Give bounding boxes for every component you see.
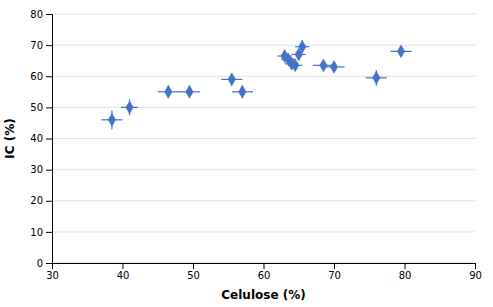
tick-mark (264, 263, 265, 269)
tick-mark (46, 139, 52, 140)
y-axis: 0 10 20 30 40 50 60 70 80 (30, 9, 52, 269)
tick-mark (405, 263, 406, 269)
tick-label: 20 (30, 195, 43, 206)
tick: 40 (117, 263, 130, 281)
tick: 10 (30, 227, 52, 238)
point (397, 45, 404, 58)
tick: 50 (187, 263, 200, 281)
y-axis-title: IC (%) (3, 118, 17, 158)
tick: 90 (469, 263, 482, 281)
tick-label: 10 (30, 227, 43, 238)
grid-line (52, 169, 475, 170)
grid-line (52, 14, 475, 15)
tick-label: 70 (328, 270, 341, 281)
tick-mark (123, 263, 124, 269)
tick: 50 (30, 102, 52, 113)
point (320, 59, 327, 72)
point (239, 85, 246, 98)
grid-line (52, 200, 475, 201)
tick-label: 50 (187, 270, 200, 281)
grid-line (52, 76, 475, 77)
tick-label: 30 (30, 164, 43, 175)
tick-mark (46, 263, 52, 264)
tick-mark (46, 76, 52, 77)
tick-label: 90 (469, 270, 482, 281)
axis-line (46, 15, 53, 264)
grid-line (52, 107, 475, 108)
tick-mark (46, 170, 52, 171)
tick-label: 80 (399, 270, 412, 281)
point (299, 40, 306, 53)
chart: 30 40 50 60 70 80 90 0 10 20 30 40 50 60 70 80 Celulose … (0, 0, 493, 307)
tick: 60 (30, 71, 52, 82)
tick: 60 (258, 263, 271, 281)
x-axis-title: Celulose (%) (221, 288, 305, 302)
tick: 80 (30, 9, 52, 20)
grid (52, 14, 475, 263)
x-axis: 30 40 50 60 70 80 90 (46, 263, 482, 281)
tick-label: 40 (117, 270, 130, 281)
point (186, 85, 193, 98)
tick-label: 70 (30, 40, 43, 51)
tick: 30 (46, 263, 59, 281)
tick: 0 (37, 258, 52, 269)
grid-line (52, 231, 475, 232)
tick: 70 (30, 40, 52, 51)
point (108, 113, 115, 126)
tick-label: 60 (30, 71, 43, 82)
tick: 70 (328, 263, 341, 281)
point (126, 101, 133, 114)
tick: 30 (30, 164, 52, 175)
tick-mark (46, 14, 52, 15)
tick-label: 40 (30, 133, 43, 144)
tick-label: 0 (37, 258, 43, 269)
tick-mark (46, 232, 52, 233)
tick-mark (475, 263, 476, 269)
axis-line (53, 264, 476, 270)
tick-label: 80 (30, 9, 43, 20)
points (101, 40, 411, 129)
point (373, 71, 380, 84)
tick-mark (46, 201, 52, 202)
tick-mark (46, 45, 52, 46)
grid-line (52, 45, 475, 46)
point (165, 85, 172, 98)
tick-label: 30 (46, 270, 59, 281)
tick-mark (46, 107, 52, 108)
tick-label: 50 (30, 102, 43, 113)
plot: 30 40 50 60 70 80 90 0 10 20 30 40 50 60 70 80 (30, 9, 482, 281)
point (330, 60, 337, 73)
point (292, 59, 299, 72)
tick: 20 (30, 195, 52, 206)
grid-line (52, 138, 475, 139)
tick: 40 (30, 133, 52, 144)
tick-mark (334, 263, 335, 269)
tick: 80 (399, 263, 412, 281)
tick-label: 60 (258, 270, 271, 281)
point (228, 73, 235, 86)
tick-mark (193, 263, 194, 269)
